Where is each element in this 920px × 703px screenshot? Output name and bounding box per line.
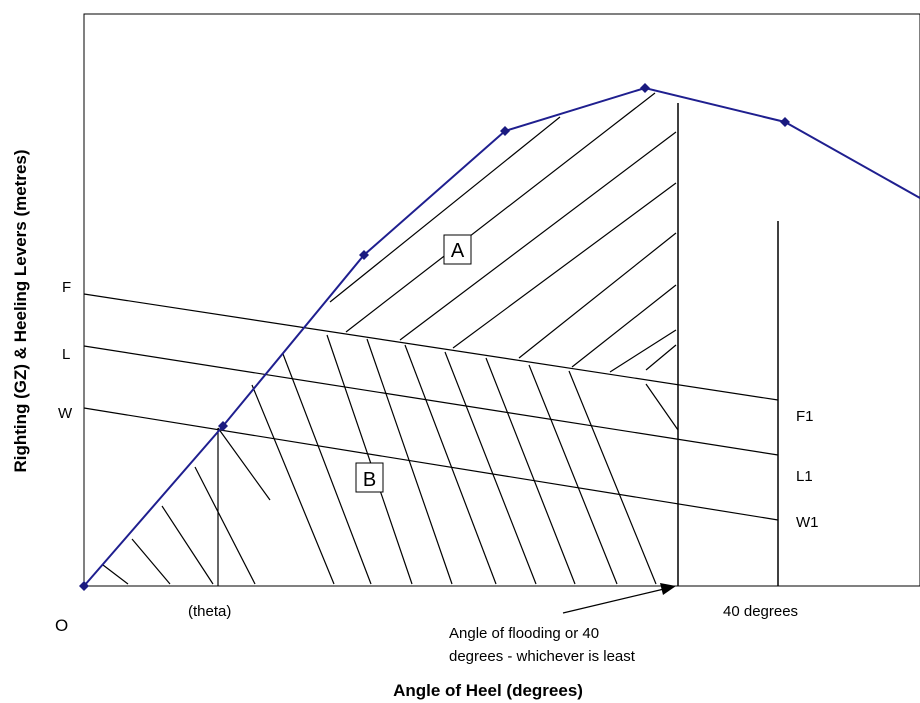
lever-line-l [83, 345, 779, 456]
lever-label-w1: W1 [796, 514, 819, 531]
hatch-b-line [444, 351, 537, 585]
region-a-hatching [329, 92, 677, 373]
region-a-box [443, 234, 472, 265]
gz-curve-marker [79, 581, 89, 591]
lever-line-w [83, 407, 779, 521]
gz-curve-marker [359, 250, 369, 260]
hatch-b-line [131, 538, 171, 585]
hatch-b-line [102, 564, 129, 585]
hatch-b-line [528, 364, 618, 585]
hatch-b-line [485, 357, 576, 585]
hatch-b-line [161, 505, 214, 585]
lever-line-f [83, 293, 779, 401]
hatch-a-line [518, 232, 677, 359]
hatch-b-line [645, 383, 679, 431]
hatch-b-line [366, 338, 453, 585]
lever-label-f1: F1 [796, 408, 814, 425]
hatch-b-line [404, 344, 497, 585]
gz-curve-marker [218, 421, 228, 431]
hatch-b-line [568, 370, 657, 585]
flooding-note-line2: degrees - whichever is least [449, 648, 636, 665]
hatch-a-line [329, 116, 561, 303]
flooding-arrow-line [562, 588, 665, 614]
origin-label: O [55, 616, 68, 635]
hatch-b-line [217, 427, 271, 501]
hatch-b-line [326, 334, 413, 585]
region-b-hatching [102, 334, 679, 585]
gz-curve-marker [500, 126, 510, 136]
x-axis-title: Angle of Heel (degrees) [393, 681, 583, 700]
hatch-a-line [452, 182, 677, 349]
hatch-a-line [571, 284, 677, 368]
lever-label-l1: L1 [796, 468, 813, 485]
lever-label-w: W [58, 405, 73, 422]
region-b-box [355, 462, 384, 493]
hatch-b-line [282, 353, 372, 585]
hatch-a-line [609, 329, 677, 373]
hatch-a-line [345, 92, 656, 333]
theta-label: (theta) [188, 603, 231, 620]
flooding-arrow-head [660, 583, 676, 595]
gz-curve-markers [79, 83, 790, 591]
plot-frame [83, 13, 920, 587]
region-b-label: B [363, 469, 376, 491]
lever-label-l: L [62, 346, 70, 363]
region-a-label: A [451, 240, 465, 262]
lever-label-f: F [62, 279, 71, 296]
hatch-a-line [399, 131, 677, 341]
forty-degrees-label: 40 degrees [723, 603, 798, 620]
y-axis-title: Righting (GZ) & Heeling Levers (metres) [11, 149, 30, 472]
gz-curve-marker [640, 83, 650, 93]
gz-curve-marker [780, 117, 790, 127]
hatch-b-line [251, 384, 335, 585]
gz-curve [83, 86, 920, 587]
hatch-a-line [645, 344, 677, 371]
hatch-b-line [194, 466, 256, 585]
flooding-note-line1: Angle of flooding or 40 [449, 625, 599, 642]
